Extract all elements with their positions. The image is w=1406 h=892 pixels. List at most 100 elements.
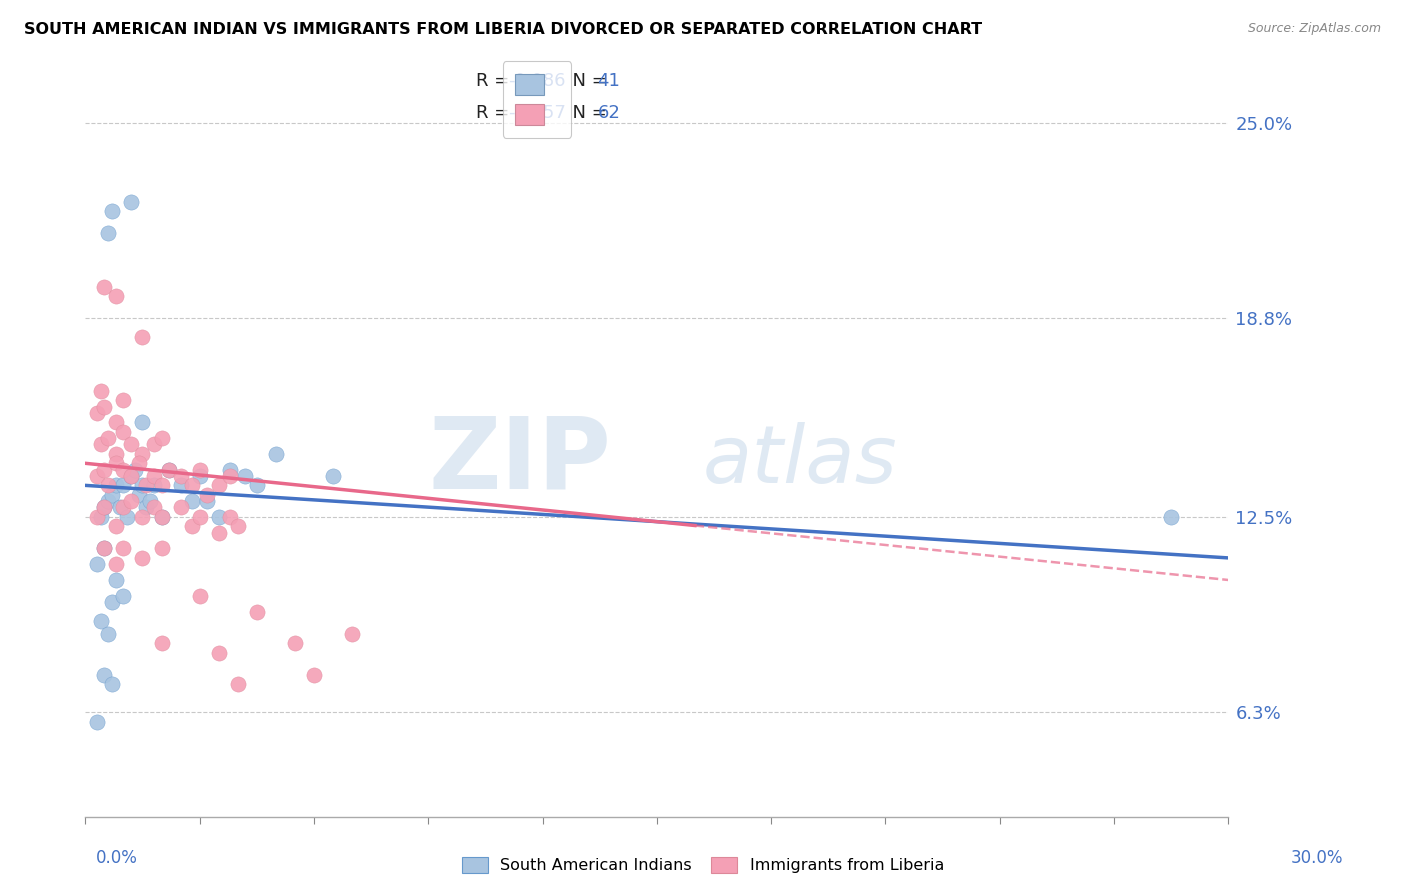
Point (226, 677, 249, 691)
Text: 0.0%: 0.0% (96, 849, 138, 867)
Point (108, 500, 131, 515)
Point (169, 500, 191, 515)
Point (157, 462, 180, 476)
Point (112, 462, 135, 476)
Point (93, 279, 115, 293)
Point (120, 494, 142, 508)
Point (120, 469, 142, 483)
Text: Source: ZipAtlas.com: Source: ZipAtlas.com (1247, 22, 1381, 36)
Point (86, 406, 108, 420)
Point (86, 510, 108, 524)
Point (120, 437, 142, 451)
Point (93, 541, 115, 556)
Point (97, 478, 120, 492)
Point (112, 589, 135, 603)
Text: N =: N = (561, 71, 613, 90)
Point (128, 456, 150, 470)
Point (86, 714, 108, 729)
Legend: , : , (502, 61, 571, 138)
Point (104, 519, 127, 533)
Point (104, 289, 127, 303)
Point (1160, 510, 1182, 524)
Point (340, 626, 363, 640)
Text: N =: N = (561, 103, 613, 121)
Point (219, 462, 242, 476)
Point (284, 636, 307, 650)
Point (302, 667, 325, 681)
Point (226, 519, 249, 533)
Point (246, 478, 269, 492)
Point (264, 447, 287, 461)
Point (97, 494, 120, 508)
Text: atlas: atlas (703, 422, 897, 500)
Text: -0.086: -0.086 (508, 71, 565, 90)
Point (104, 447, 127, 461)
Point (101, 488, 124, 502)
Point (104, 415, 127, 429)
Point (86, 558, 108, 572)
Point (104, 456, 127, 470)
Point (142, 478, 165, 492)
Text: R =: R = (477, 71, 515, 90)
Point (188, 510, 211, 524)
Point (150, 636, 173, 650)
Point (101, 677, 124, 691)
Point (93, 541, 115, 556)
Text: R =: R = (477, 103, 515, 121)
Point (93, 500, 115, 515)
Point (90, 614, 112, 628)
Point (195, 488, 218, 502)
Point (142, 500, 165, 515)
Point (128, 488, 150, 502)
Point (139, 494, 162, 508)
Point (101, 595, 124, 609)
Point (131, 510, 153, 524)
Text: SOUTH AMERICAN INDIAN VS IMMIGRANTS FROM LIBERIA DIVORCED OR SEPARATED CORRELATI: SOUTH AMERICAN INDIAN VS IMMIGRANTS FROM… (24, 22, 981, 37)
Point (135, 500, 157, 515)
Point (131, 447, 153, 461)
Point (120, 194, 142, 209)
Text: 41: 41 (598, 71, 620, 90)
Point (208, 646, 231, 660)
Point (181, 519, 204, 533)
Point (131, 478, 153, 492)
Point (181, 494, 204, 508)
Point (157, 462, 180, 476)
Point (90, 510, 112, 524)
Point (219, 510, 242, 524)
Point (115, 510, 138, 524)
Point (90, 437, 112, 451)
Point (101, 204, 124, 219)
Point (86, 469, 108, 483)
Point (135, 478, 157, 492)
Point (150, 510, 173, 524)
Point (142, 437, 165, 451)
Point (93, 500, 115, 515)
Text: -0.157: -0.157 (508, 103, 567, 121)
Point (188, 589, 211, 603)
Point (188, 462, 211, 476)
Point (112, 393, 135, 408)
Point (208, 525, 231, 540)
Text: 30.0%: 30.0% (1291, 849, 1343, 867)
Point (195, 494, 218, 508)
Point (142, 469, 165, 483)
Point (246, 605, 269, 619)
Point (208, 478, 231, 492)
Point (104, 558, 127, 572)
Point (181, 478, 204, 492)
Point (104, 573, 127, 587)
Point (169, 469, 191, 483)
Point (93, 400, 115, 414)
Point (150, 431, 173, 445)
Point (150, 478, 173, 492)
Point (112, 478, 135, 492)
Point (233, 469, 256, 483)
Point (150, 510, 173, 524)
Y-axis label: Divorced or Separated: Divorced or Separated (0, 351, 7, 524)
Point (188, 469, 211, 483)
Legend: South American Indians, Immigrants from Liberia: South American Indians, Immigrants from … (456, 850, 950, 880)
Point (322, 469, 344, 483)
Point (97, 226, 120, 240)
Point (90, 384, 112, 398)
